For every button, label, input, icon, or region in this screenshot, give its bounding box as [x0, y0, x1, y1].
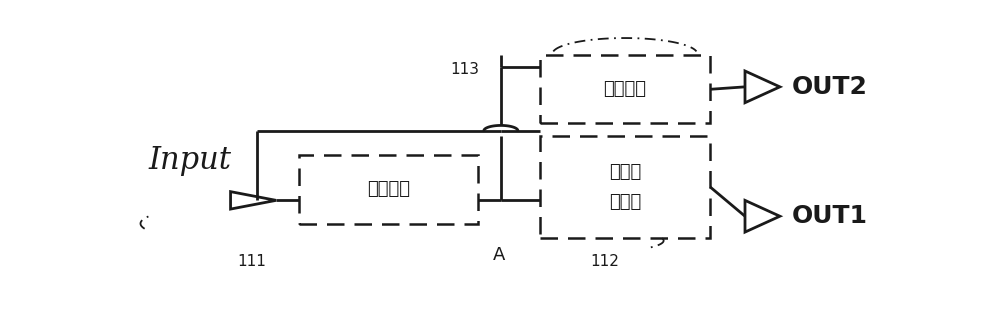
- Text: 反相器: 反相器: [609, 193, 641, 210]
- Polygon shape: [745, 71, 780, 103]
- Text: 112: 112: [590, 254, 619, 269]
- Text: 延迟单元: 延迟单元: [367, 180, 410, 198]
- Text: 双输入: 双输入: [609, 163, 641, 181]
- Text: OUT1: OUT1: [792, 204, 868, 228]
- Text: 113: 113: [450, 62, 479, 77]
- Text: A: A: [493, 245, 506, 263]
- Bar: [540, 55, 710, 124]
- Text: 111: 111: [237, 254, 266, 269]
- Bar: [540, 136, 710, 238]
- Text: 冗余单元: 冗余单元: [603, 80, 646, 98]
- Bar: [299, 155, 478, 223]
- Polygon shape: [231, 192, 276, 209]
- Text: OUT2: OUT2: [792, 75, 867, 99]
- Polygon shape: [745, 200, 780, 232]
- Text: Input: Input: [148, 145, 231, 176]
